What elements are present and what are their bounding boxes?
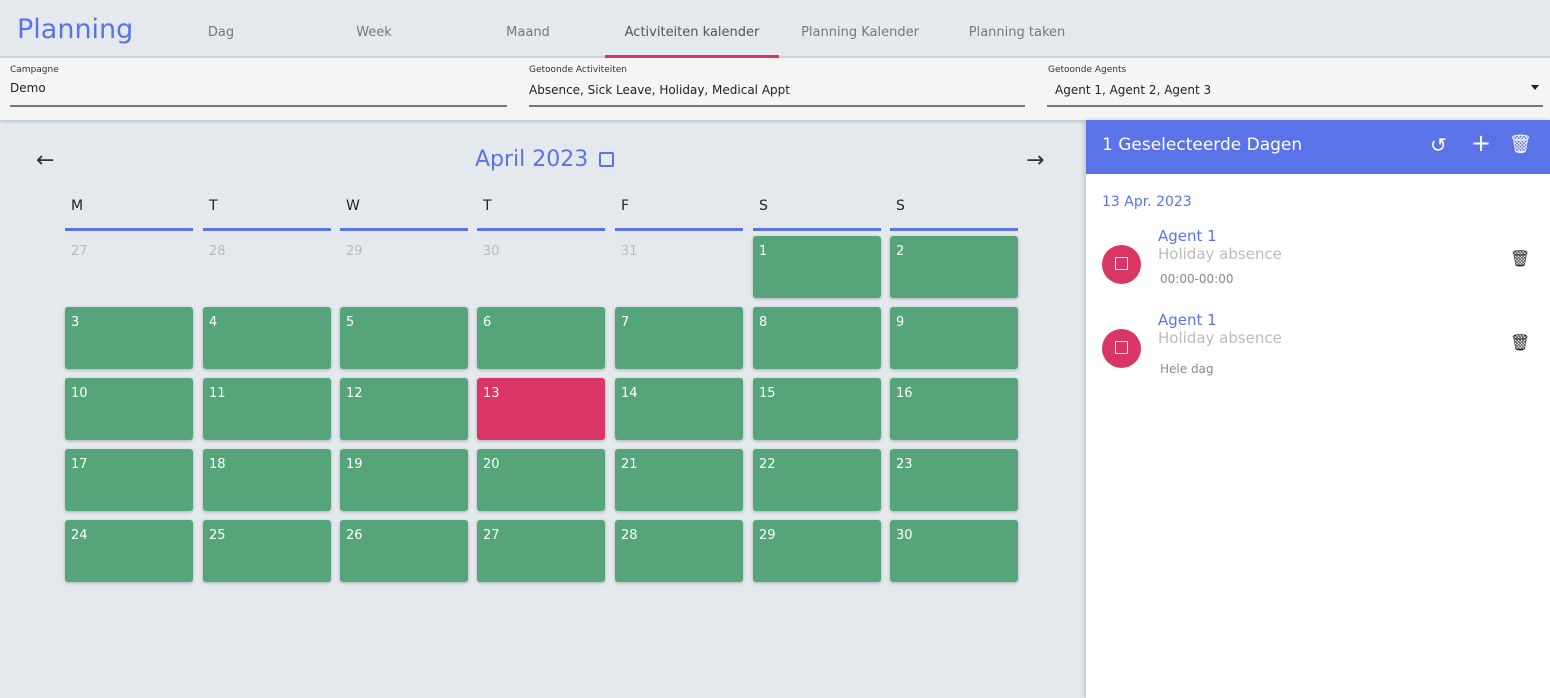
weekday-header: T <box>203 198 331 231</box>
app-title: Planning <box>17 14 134 45</box>
tab-planning-taken[interactable]: Planning taken <box>968 25 1066 40</box>
selected-date: 13 Apr. 2023 <box>1102 194 1192 210</box>
day-cell[interactable]: 2 <box>890 236 1018 298</box>
tab-maand[interactable]: Maand <box>506 25 550 40</box>
activity-time: Hele dag <box>1160 362 1214 376</box>
trash-icon[interactable]: 🗑 <box>1510 249 1531 268</box>
day-cell[interactable]: 3 <box>65 307 193 369</box>
prev-month-button[interactable]: ← <box>36 148 55 173</box>
day-cell[interactable]: 28 <box>615 520 743 582</box>
weekday-header: W <box>340 198 468 231</box>
top-bar: Planning Dag Week Maand Activiteiten kal… <box>0 0 1550 58</box>
day-cell-outside-month[interactable]: 28 <box>209 244 226 259</box>
agents-select[interactable]: Getoonde Agents Agent 1, Agent 2, Agent … <box>1047 65 1543 107</box>
day-cell[interactable]: 23 <box>890 449 1018 511</box>
day-cell[interactable]: 1 <box>753 236 881 298</box>
activities-field[interactable]: Getoonde Activiteiten Absence, Sick Leav… <box>529 65 1025 107</box>
day-cell[interactable]: 11 <box>203 378 331 440</box>
activities-label: Getoonde Activiteiten <box>529 65 628 75</box>
weekday-header: M <box>65 198 193 231</box>
weekday-header: S <box>890 198 1018 231</box>
day-cell[interactable]: 12 <box>340 378 468 440</box>
campaign-label: Campagne <box>10 65 59 75</box>
activity-time: 00:00-00:00 <box>1160 272 1234 286</box>
trash-icon[interactable]: 🗑 <box>1509 134 1532 155</box>
agents-value: Agent 1, Agent 2, Agent 3 <box>1055 83 1212 97</box>
tab-activiteiten-kalender[interactable]: Activiteiten kalender <box>605 0 779 58</box>
weekday-header: T <box>477 198 605 231</box>
list-item: Agent 1 Holiday absence Hele dag 🗑 <box>1086 311 1550 391</box>
day-cell[interactable]: 22 <box>753 449 881 511</box>
agent-name: Agent 1 <box>1158 227 1217 245</box>
chevron-down-icon[interactable] <box>1531 85 1539 90</box>
day-cell[interactable]: 21 <box>615 449 743 511</box>
activities-value: Absence, Sick Leave, Holiday, Medical Ap… <box>529 83 790 97</box>
day-cell[interactable]: 8 <box>753 307 881 369</box>
day-cell[interactable]: 18 <box>203 449 331 511</box>
filter-bar: Campagne Demo Getoonde Activiteiten Abse… <box>0 58 1550 120</box>
calendar-edit-icon <box>1102 329 1141 368</box>
activity-type: Holiday absence <box>1158 329 1282 347</box>
day-cell[interactable]: 16 <box>890 378 1018 440</box>
day-cell[interactable]: 25 <box>203 520 331 582</box>
day-cell[interactable]: 5 <box>340 307 468 369</box>
agents-label: Getoonde Agents <box>1048 65 1127 75</box>
day-cell-outside-month[interactable]: 29 <box>346 244 363 259</box>
panel-title: 1 Geselecteerde Dagen <box>1102 135 1303 155</box>
agent-name: Agent 1 <box>1158 311 1217 329</box>
tab-week[interactable]: Week <box>356 25 392 40</box>
day-cell-outside-month[interactable]: 30 <box>483 244 500 259</box>
day-cell[interactable]: 24 <box>65 520 193 582</box>
day-cell[interactable]: 10 <box>65 378 193 440</box>
day-cell[interactable]: 15 <box>753 378 881 440</box>
weekday-header: F <box>615 198 743 231</box>
undo-icon[interactable]: ↺ <box>1430 133 1447 157</box>
day-cell[interactable]: 20 <box>477 449 605 511</box>
day-cell-outside-month[interactable]: 31 <box>621 244 638 259</box>
tab-dag[interactable]: Dag <box>207 25 235 40</box>
day-cell[interactable]: 7 <box>615 307 743 369</box>
tab-planning-kalender[interactable]: Planning Kalender <box>801 25 919 40</box>
day-cell[interactable]: 17 <box>65 449 193 511</box>
weekday-header: S <box>753 198 881 231</box>
campaign-value: Demo <box>10 81 46 95</box>
day-cell[interactable]: 14 <box>615 378 743 440</box>
day-cell-selected[interactable]: 13 <box>477 378 605 440</box>
day-cell[interactable]: 30 <box>890 520 1018 582</box>
day-cell[interactable]: 9 <box>890 307 1018 369</box>
day-cell[interactable]: 27 <box>477 520 605 582</box>
calendar-edit-icon <box>1102 245 1141 284</box>
day-cell[interactable]: 6 <box>477 307 605 369</box>
month-title: April 2023 <box>475 147 589 172</box>
plus-icon[interactable]: + <box>1471 129 1492 157</box>
calendar-icon[interactable] <box>599 152 614 167</box>
list-item: Agent 1 Holiday absence 00:00-00:00 🗑 <box>1086 227 1550 307</box>
activity-type: Holiday absence <box>1158 245 1282 263</box>
day-cell-outside-month[interactable]: 27 <box>71 244 88 259</box>
panel-header: 1 Geselecteerde Dagen ↺ + 🗑 <box>1086 120 1550 174</box>
trash-icon[interactable]: 🗑 <box>1510 333 1531 352</box>
campaign-field[interactable]: Campagne Demo <box>10 65 507 107</box>
day-cell[interactable]: 4 <box>203 307 331 369</box>
day-cell[interactable]: 19 <box>340 449 468 511</box>
next-month-button[interactable]: → <box>1026 148 1045 173</box>
selected-days-panel: 1 Geselecteerde Dagen ↺ + 🗑 13 Apr. 2023… <box>1086 120 1550 698</box>
day-cell[interactable]: 26 <box>340 520 468 582</box>
day-cell[interactable]: 29 <box>753 520 881 582</box>
